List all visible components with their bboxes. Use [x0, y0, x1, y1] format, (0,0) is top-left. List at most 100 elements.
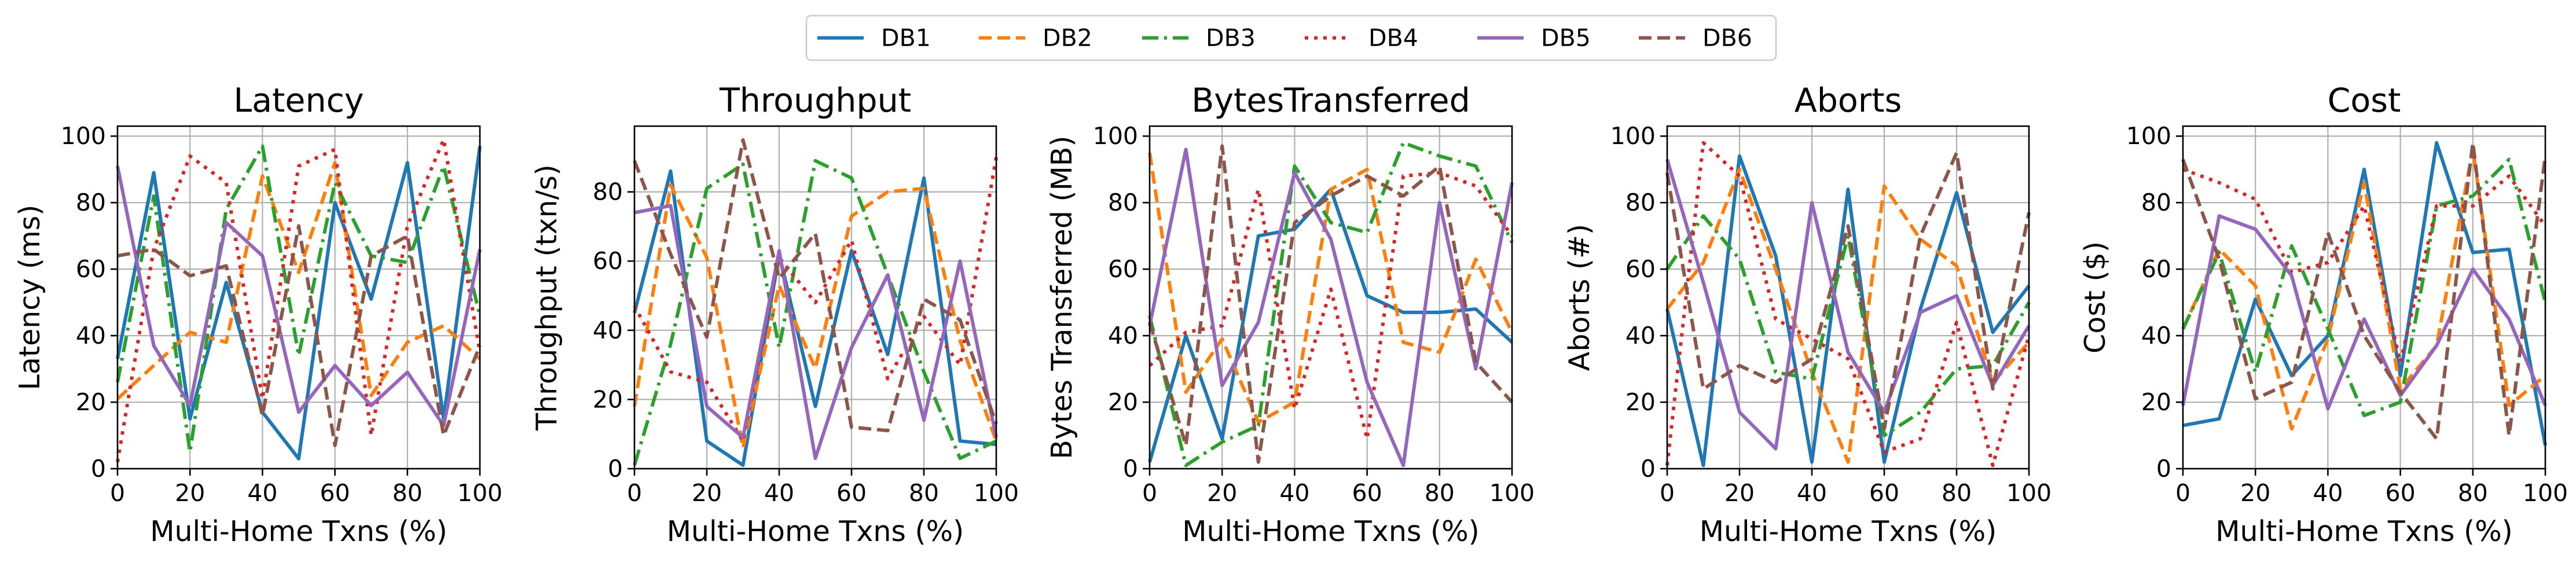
y-tick-label: 80	[1108, 189, 1138, 216]
series-line-db4	[116, 138, 482, 463]
y-tick-label: 40	[593, 317, 623, 344]
series-line-db1	[1148, 187, 1514, 463]
x-tick-label: 0	[110, 479, 125, 507]
x-tick-label: 80	[392, 479, 423, 507]
x-tick-label: 0	[1142, 479, 1157, 507]
x-tick-label: 40	[1797, 479, 1827, 507]
series-line-db4	[633, 157, 998, 443]
y-tick-label: 0	[608, 455, 623, 483]
y-tick-label: 100	[1093, 122, 1138, 150]
legend-label-db6: DB6	[1702, 24, 1752, 52]
series-line-db1	[2182, 141, 2547, 446]
series-line-db3	[1665, 214, 2031, 437]
y-tick-label: 0	[1641, 455, 1656, 483]
series-line-db5	[2181, 214, 2547, 411]
x-tick-label: 60	[1352, 479, 1382, 507]
series-line-db6	[117, 224, 482, 447]
series-line-db3	[2181, 157, 2547, 417]
y-tick-label: 80	[76, 189, 106, 216]
series-line-db5	[116, 165, 482, 428]
x-tick-label: 20	[1207, 479, 1237, 507]
series-line-db6	[1665, 151, 2031, 430]
panel-title: BytesTransferred	[1191, 82, 1470, 120]
legend: DB1 DB2 DB3 DB4 DB5 DB6	[805, 14, 1777, 61]
x-tick-label: 100	[2006, 479, 2052, 507]
x-tick-label: 20	[2240, 479, 2270, 507]
panel-title: Aborts	[1795, 82, 1902, 120]
panel-title: Throughput	[719, 82, 911, 120]
y-tick-label: 20	[2141, 388, 2171, 416]
plot-frame	[633, 125, 997, 470]
y-tick-label: 0	[91, 455, 106, 483]
x-tick-label: 20	[175, 479, 205, 507]
x-tick-label: 0	[627, 479, 642, 507]
y-axis-label: Latency (ms)	[13, 205, 46, 391]
x-tick-label: 60	[836, 479, 867, 507]
y-axis-label: Bytes Transferred (MB)	[1045, 135, 1078, 459]
y-axis-label: Throughput (txn/s)	[530, 164, 563, 431]
y-tick-label: 40	[76, 322, 106, 349]
series-line-db2	[1148, 152, 1514, 424]
y-tick-label: 40	[1108, 322, 1138, 349]
chart-panel-bytestransferred: 0 20 40 60 80 100 0 20 40 60 80 100 BytesTransferred…	[1045, 82, 1535, 548]
y-tick-label: 60	[1108, 255, 1138, 283]
x-tick-label: 80	[1425, 479, 1455, 507]
chart-panel-throughput: 0 20 40 60 80 100 0 20 40 60 80 Throughput Multi-Hom…	[530, 82, 1019, 548]
x-axis-label: Multi-Home Txns (%)	[2215, 515, 2513, 548]
plot-frame	[2182, 125, 2546, 470]
series-line-db2	[633, 183, 998, 450]
x-tick-label: 60	[2386, 479, 2416, 507]
x-tick-label: 40	[764, 479, 794, 507]
y-tick-label: 20	[76, 388, 106, 416]
x-tick-label: 0	[1660, 479, 1675, 507]
y-tick-label: 60	[1625, 255, 1656, 283]
series-line-db1	[633, 169, 997, 467]
y-tick-label: 60	[2141, 255, 2171, 283]
series-line-db6	[1148, 144, 1514, 464]
x-axis-label: Multi-Home Txns (%)	[1182, 515, 1480, 548]
y-tick-label: 20	[593, 385, 623, 413]
series-line-db5	[1148, 148, 1514, 468]
y-tick-label: 20	[1625, 388, 1656, 416]
x-tick-label: 100	[457, 479, 502, 507]
x-axis-label: Multi-Home Txns (%)	[667, 515, 964, 548]
x-tick-label: 40	[247, 479, 277, 507]
x-tick-label: 100	[974, 479, 1019, 507]
y-tick-label: 80	[1625, 189, 1656, 216]
legend-label-db4: DB4	[1368, 24, 1418, 52]
y-tick-label: 40	[1625, 322, 1656, 349]
y-tick-label: 100	[61, 122, 106, 150]
legend-label-db3: DB3	[1206, 24, 1256, 52]
series-line-db2	[2181, 148, 2546, 430]
series-line-db4	[1665, 141, 2031, 468]
y-tick-label: 0	[2156, 455, 2171, 483]
x-tick-label: 60	[320, 479, 350, 507]
series-line-db3	[633, 159, 997, 466]
series-line-db6	[2181, 141, 2547, 441]
y-tick-label: 60	[593, 247, 623, 275]
series-line-db1	[116, 146, 482, 461]
plot-frame	[1148, 125, 1513, 470]
y-axis-label: Aborts (#)	[1563, 224, 1596, 371]
series-line-db3	[1148, 141, 1514, 468]
x-tick-label: 0	[2175, 479, 2190, 507]
x-tick-label: 80	[2458, 479, 2488, 507]
x-tick-label: 20	[692, 479, 722, 507]
series-line-db2	[1665, 167, 2031, 464]
series-line-db6	[633, 138, 998, 433]
x-axis-label: Multi-Home Txns (%)	[1700, 515, 1997, 548]
y-tick-label: 0	[1123, 455, 1138, 483]
series-line-db4	[2182, 167, 2547, 365]
chart-panel-latency: 0 20 40 60 80 100 0 20 40 60 80 100 Latency Multi-Hom…	[13, 82, 502, 548]
series-line-db3	[116, 144, 482, 454]
series-line-db5	[1665, 159, 2031, 451]
y-tick-label: 100	[2126, 122, 2171, 150]
x-tick-label: 80	[909, 479, 939, 507]
y-tick-label: 40	[2141, 322, 2171, 349]
x-tick-label: 60	[1869, 479, 1899, 507]
x-tick-label: 40	[1279, 479, 1309, 507]
series-line-db5	[634, 204, 998, 461]
legend-label-db5: DB5	[1541, 24, 1591, 52]
x-tick-label: 20	[1724, 479, 1755, 507]
x-tick-label: 100	[2523, 479, 2568, 507]
